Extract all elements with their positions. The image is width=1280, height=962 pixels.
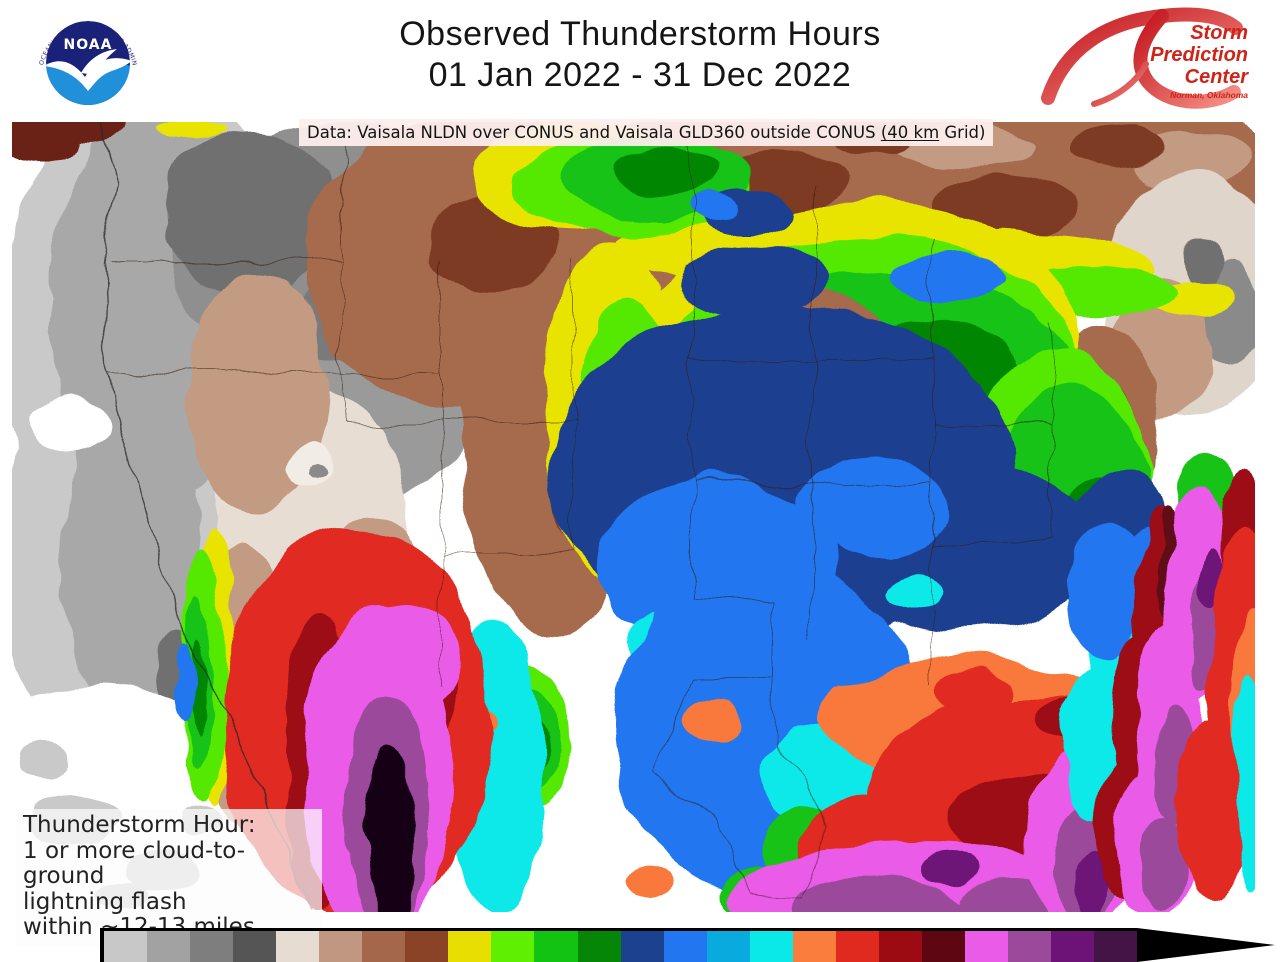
map-area — [12, 122, 1255, 912]
spc-logo-text: Storm Prediction Center Norman, Oklahoma — [1120, 22, 1248, 100]
colorbar-cell — [362, 931, 406, 962]
coastline — [99, 122, 313, 912]
spc-line-1: Storm — [1190, 22, 1248, 44]
colorbar-cell — [663, 931, 707, 962]
colorbar-cell — [405, 931, 449, 962]
colorbar-cell — [878, 931, 922, 962]
colorbar-cell — [448, 931, 492, 962]
note-line-3: lightning flash — [23, 888, 187, 915]
spc-logo-swoosh — [1041, 7, 1243, 109]
spc-line-2: Prediction — [1150, 44, 1248, 66]
colorbar-cell — [491, 931, 535, 962]
colorbar-cell — [1051, 931, 1095, 962]
colorbar-cell — [1007, 931, 1052, 962]
state-borders — [108, 122, 1053, 901]
colorbar-cell — [706, 931, 750, 962]
noaa-seagull-icon — [46, 58, 130, 91]
colorbar-cell — [835, 931, 879, 962]
colorbar-cell — [964, 931, 1008, 962]
colorbar-cell — [921, 931, 965, 962]
colorbar-cell — [534, 931, 578, 962]
colorbar-cell — [792, 931, 836, 962]
note-line-2: 1 or more cloud-to-ground — [23, 837, 246, 889]
noaa-logo: NATIONAL OCEANIC AND ATMOSPHERIC ADMINIS… — [28, 2, 145, 118]
colorbar-cell — [749, 931, 793, 962]
data-source-caption: Data: Vaisala NLDN over CONUS and Vaisal… — [299, 119, 994, 146]
noaa-emblem — [46, 21, 130, 105]
map-contour-blobs — [12, 122, 1255, 912]
colorbar — [100, 928, 1138, 962]
noaa-wordmark: NOAA — [64, 37, 113, 53]
title-line-2: 01 Jan 2022 - 31 Dec 2022 — [428, 56, 852, 94]
colorbar-cell — [577, 931, 621, 962]
colorbar-cell — [147, 931, 191, 962]
definition-note: Thunderstorm Hour: 1 or more cloud-to-gr… — [15, 809, 322, 947]
page-title: Observed Thunderstorm Hours 01 Jan 2022 … — [0, 14, 1280, 96]
note-line-1: Thunderstorm Hour: — [23, 812, 256, 838]
spc-location: Norman, Oklahoma — [1170, 90, 1248, 100]
colorbar-cell — [1094, 931, 1138, 962]
colorbar-cell — [190, 931, 234, 962]
colorbar-cell — [233, 931, 277, 962]
title-line-1: Observed Thunderstorm Hours — [399, 15, 881, 53]
caption-underlined-part: (40 km — [880, 123, 940, 142]
thunderstorm-hours-map — [12, 122, 1255, 912]
colorbar-cell — [319, 931, 363, 962]
colorbar-arrow-icon — [1137, 928, 1275, 962]
colorbar-cell — [276, 931, 320, 962]
colorbar-cell — [620, 931, 664, 962]
spc-line-3: Center — [1184, 66, 1248, 88]
colorbar-cell — [104, 931, 148, 962]
